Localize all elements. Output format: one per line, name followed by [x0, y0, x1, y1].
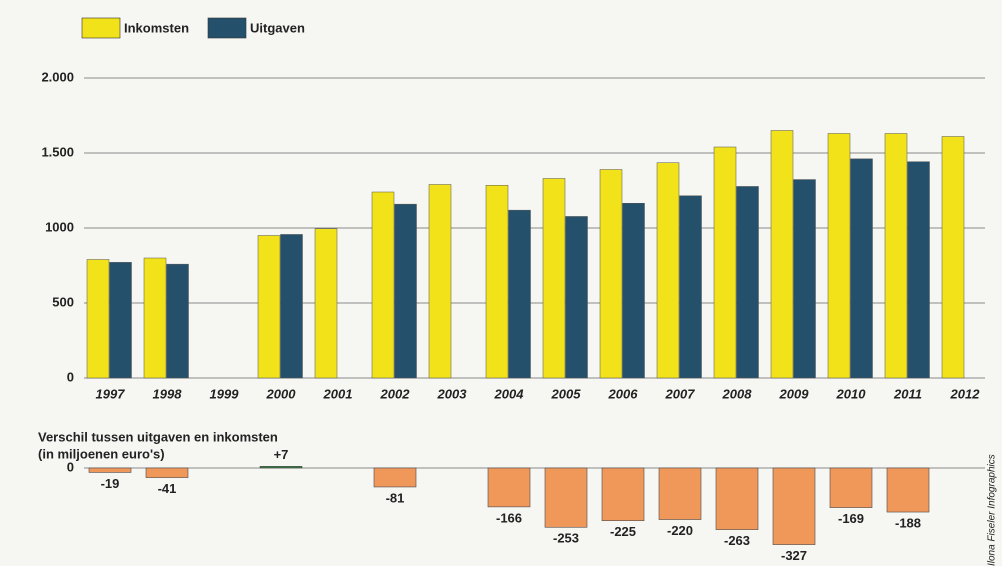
bar — [599, 169, 623, 379]
diff-bar — [715, 467, 759, 530]
bar — [827, 133, 851, 379]
bar — [542, 178, 566, 379]
x-tick-label: 2002 — [380, 386, 411, 401]
value-label: -41 — [158, 481, 177, 496]
diff-title: Verschil tussen uitgaven en inkomsten — [38, 429, 278, 444]
bar — [166, 263, 189, 379]
diff-bar — [145, 467, 189, 478]
legend-swatch — [81, 17, 121, 39]
x-tick-label: 2006 — [608, 386, 639, 401]
x-tick-label: 2003 — [437, 386, 468, 401]
legend-label: Inkomsten — [124, 20, 189, 35]
bar — [656, 162, 680, 379]
legend-swatch — [207, 17, 247, 39]
bar — [850, 158, 873, 379]
x-tick-label: 2005 — [551, 386, 582, 401]
bar — [736, 186, 759, 379]
diff-bar — [259, 466, 303, 469]
bar — [941, 136, 965, 379]
bar — [679, 195, 702, 379]
x-tick-label: 2001 — [323, 386, 353, 401]
value-label: -169 — [838, 511, 864, 526]
bar — [907, 161, 930, 379]
bar — [565, 216, 588, 379]
bar — [143, 257, 167, 379]
value-label: -327 — [781, 548, 807, 563]
credit: Ilona Fiseler Infographics — [987, 454, 998, 566]
value-label: -225 — [610, 524, 636, 539]
y-tick-label: 2.000 — [41, 69, 74, 84]
value-label: -81 — [386, 490, 405, 505]
y-tick-label: 0 — [67, 459, 74, 474]
bar — [713, 146, 737, 379]
value-label: -166 — [496, 510, 522, 525]
y-tick-label: 1000 — [45, 219, 74, 234]
bar — [770, 130, 794, 379]
bar — [622, 203, 645, 379]
diff-bar — [658, 467, 702, 520]
diff-bar — [88, 467, 132, 473]
x-tick-label: 1997 — [96, 386, 126, 401]
bar — [86, 259, 110, 379]
bar — [485, 185, 509, 379]
y-tick-label: 1.500 — [41, 144, 74, 159]
bar — [428, 184, 452, 379]
bar — [793, 179, 816, 379]
bar — [109, 262, 132, 379]
y-tick-label: 500 — [52, 294, 74, 309]
value-label: -253 — [553, 531, 579, 546]
x-tick-label: 2012 — [950, 386, 981, 401]
x-tick-label: 2010 — [836, 386, 867, 401]
legend-label: Uitgaven — [250, 20, 305, 35]
value-label: -19 — [101, 476, 120, 491]
value-label: +7 — [274, 447, 289, 462]
x-tick-label: 1998 — [153, 386, 183, 401]
bar — [884, 133, 908, 379]
x-tick-label: 2011 — [893, 386, 922, 401]
x-tick-label: 2008 — [722, 386, 753, 401]
diff-bar — [772, 467, 816, 545]
diff-bar — [487, 467, 531, 508]
diff-bar — [829, 467, 873, 508]
x-tick-label: 2009 — [779, 386, 810, 401]
value-label: -188 — [895, 515, 921, 530]
bar — [280, 234, 303, 379]
y-tick-label: 0 — [67, 369, 74, 384]
bar — [257, 235, 281, 379]
diff-bar — [886, 467, 930, 513]
value-label: -263 — [724, 533, 750, 548]
diff-bar — [601, 467, 645, 522]
bar — [508, 209, 531, 379]
diff-subtitle: (in miljoenen euro's) — [38, 446, 165, 461]
diff-bar — [544, 467, 588, 528]
value-label: -220 — [667, 523, 693, 538]
x-tick-label: 2000 — [266, 386, 297, 401]
bar — [314, 228, 338, 379]
x-tick-label: 2004 — [494, 386, 525, 401]
diff-bar — [373, 467, 417, 488]
bar — [394, 203, 417, 379]
x-tick-label: 1999 — [210, 386, 240, 401]
bar — [371, 191, 395, 379]
x-tick-label: 2007 — [665, 386, 696, 401]
